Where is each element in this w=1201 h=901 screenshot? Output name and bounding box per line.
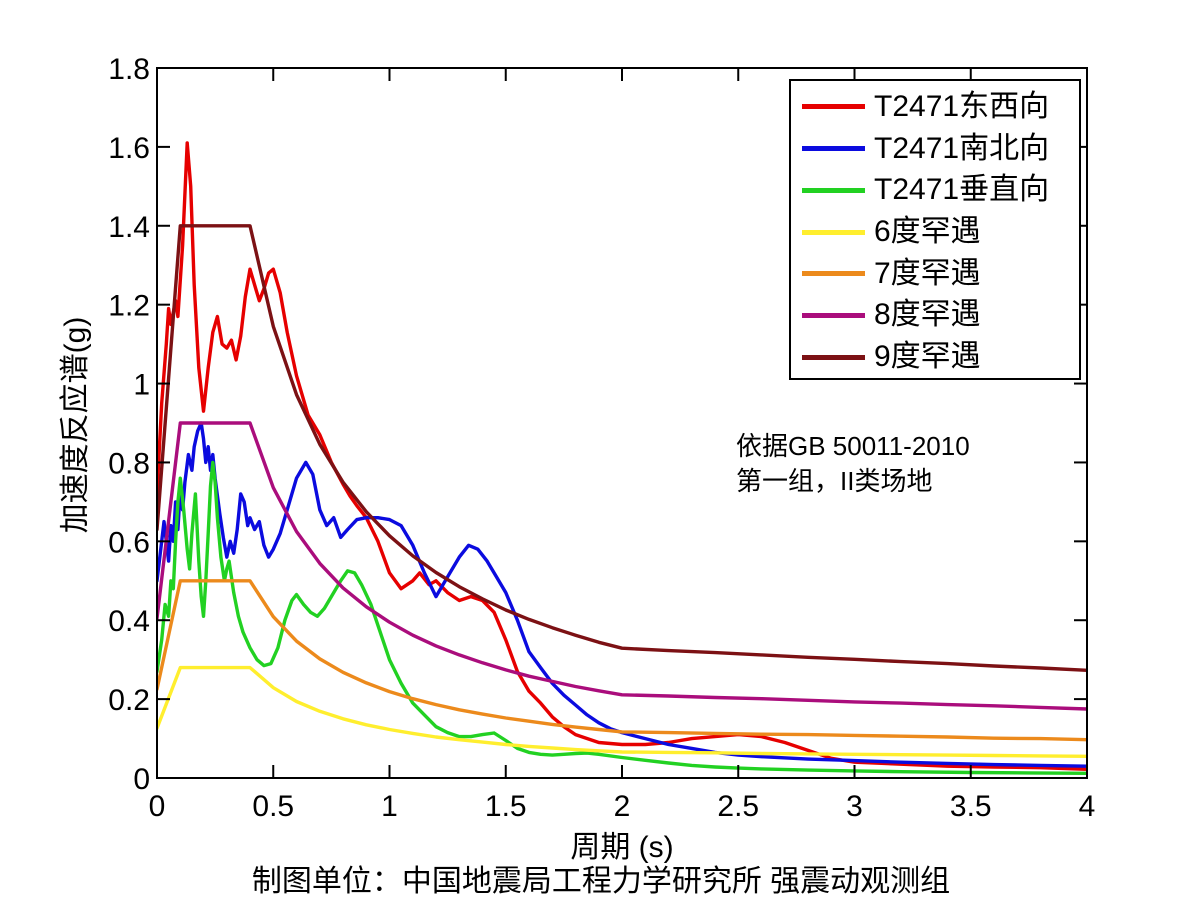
series-line-3: [157, 665, 1087, 758]
legend-label: 7度罕遇: [874, 256, 981, 290]
legend-swatch-icon: [802, 229, 865, 235]
annotation-gb-standard: 依据GB 50011-2010 第一组，II类场地: [736, 429, 970, 499]
series-line-2: [157, 460, 1087, 775]
series-line-5: [157, 421, 1087, 711]
series-line-4: [157, 579, 1087, 742]
y-tick-label: 1.2: [108, 290, 150, 323]
legend-label: T2471垂直向: [874, 173, 1050, 207]
legend-label: 8度罕遇: [874, 298, 981, 332]
x-tick-label: 2.5: [717, 790, 759, 823]
x-tick-label: 1: [381, 790, 398, 823]
series-line-6: [157, 224, 1087, 672]
series-line-0: [157, 141, 1087, 771]
legend-swatch-icon: [802, 146, 865, 152]
x-tick-label: 3: [846, 790, 863, 823]
x-tick-label: 2: [614, 790, 631, 823]
legend-label: 9度罕遇: [874, 340, 981, 374]
legend-item-5: 8度罕遇: [791, 295, 1079, 337]
y-tick-label: 1.6: [108, 132, 150, 165]
legend-swatch-icon: [802, 104, 865, 110]
x-tick-label: 1.5: [485, 790, 527, 823]
y-tick-label: 0.8: [108, 447, 150, 480]
x-tick-label: 0.5: [252, 790, 294, 823]
figure-caption: 制图单位：中国地震局工程力学研究所 强震动观测组: [251, 865, 951, 898]
y-tick-label: 1.4: [108, 211, 150, 244]
series-line-1: [157, 421, 1087, 768]
y-axis-label: 加速度反应谱(g): [59, 316, 92, 534]
x-tick-label: 0: [149, 790, 166, 823]
legend-swatch-icon: [802, 187, 865, 193]
legend-item-0: T2471东西向: [791, 86, 1079, 128]
legend-item-1: T2471南北向: [791, 128, 1079, 170]
y-tick-label: 1.8: [108, 53, 150, 86]
x-tick-label: 3.5: [950, 790, 992, 823]
legend-swatch-icon: [802, 271, 865, 277]
legend-item-4: 7度罕遇: [791, 253, 1079, 295]
y-tick-label: 0.4: [108, 605, 150, 638]
y-tick-label: 0.6: [108, 526, 150, 559]
y-tick-label: 0.2: [108, 684, 150, 717]
x-tick-label: 4: [1079, 790, 1096, 823]
annotation-line-2: 第一组，II类场地: [736, 466, 933, 496]
legend-label: 6度罕遇: [874, 215, 981, 249]
legend-swatch-icon: [802, 354, 865, 360]
x-axis-label: 周期 (s): [570, 831, 674, 864]
legend-label: T2471南北向: [874, 131, 1050, 165]
y-tick-label: 1: [133, 369, 150, 402]
legend-item-6: 9度罕遇: [791, 336, 1079, 378]
legend-swatch-icon: [802, 312, 865, 318]
legend: T2471东西向 T2471南北向 T2471垂直向 6度罕遇 7度罕遇 8度罕遇 9度罕遇: [789, 79, 1081, 380]
annotation-line-1: 依据GB 50011-2010: [736, 431, 970, 461]
legend-label: T2471东西向: [874, 89, 1050, 123]
legend-item-3: 6度罕遇: [791, 211, 1079, 253]
legend-item-2: T2471垂直向: [791, 169, 1079, 211]
y-tick-label: 0: [133, 763, 150, 796]
